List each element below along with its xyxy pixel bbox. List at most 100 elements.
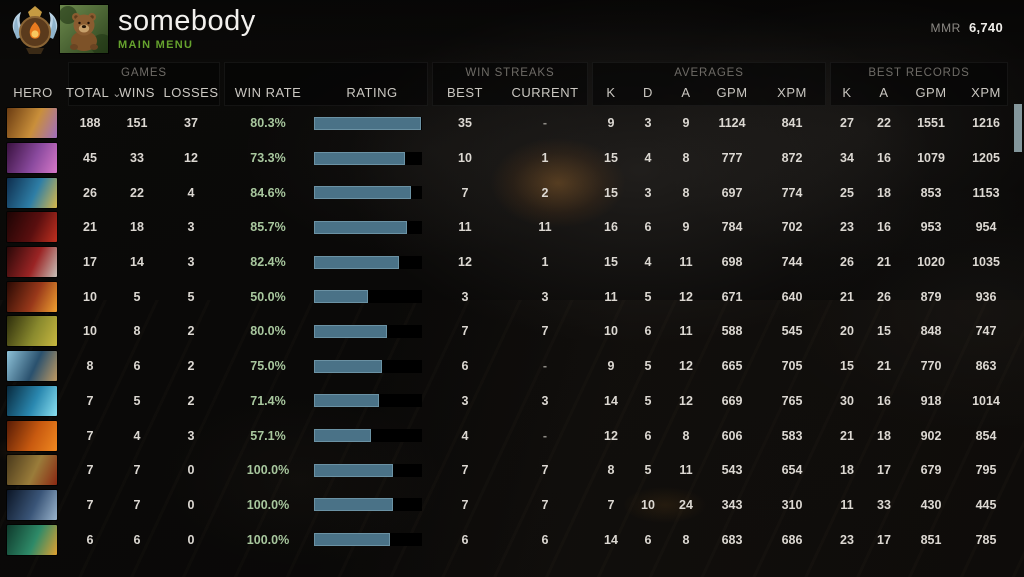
hero-cell (0, 281, 66, 312)
stat-win-rate: 50.0% (250, 289, 286, 304)
stat-best-kills: 34 (840, 151, 854, 166)
column-header-total[interactable]: TOTAL ⌄ (66, 85, 122, 100)
column-header-rating[interactable]: RATING (346, 85, 398, 100)
stat-avg-deaths: 5 (644, 289, 652, 304)
column-header-best-assists[interactable]: A (879, 85, 889, 100)
hero-portrait-icon[interactable] (7, 212, 57, 243)
rating-bar-track (314, 186, 422, 200)
stat-best-xpm: 1216 (972, 116, 1000, 131)
stat-losses: 0 (187, 497, 195, 512)
stat-losses: 37 (184, 116, 198, 131)
hero-row[interactable]: 7 7 0 100.0% 7 7 7 10 24 343 310 11 33 430 445 (0, 488, 1024, 523)
column-header-streak-current[interactable]: CURRENT (511, 85, 579, 100)
hero-row[interactable]: 10 5 5 50.0% 3 3 11 5 12 671 640 21 26 879 936 (0, 279, 1024, 314)
hero-portrait-icon[interactable] (7, 385, 57, 416)
stat-wins: 4 (133, 428, 141, 443)
column-header-streak-best[interactable]: BEST (447, 85, 483, 100)
hero-portrait-icon[interactable] (7, 316, 57, 347)
stat-avg-kills: 9 (607, 116, 615, 131)
hero-portrait-icon[interactable] (7, 420, 57, 451)
stat-wins: 22 (130, 185, 144, 200)
hero-row[interactable]: 6 6 0 100.0% 6 6 14 6 8 683 686 23 17 851 785 (0, 522, 1024, 557)
stat-losses: 0 (187, 463, 195, 478)
hero-cell (0, 385, 66, 416)
stat-total: 45 (83, 151, 97, 166)
stat-avg-deaths: 3 (644, 185, 652, 200)
rating-bar (314, 429, 430, 443)
hero-row[interactable]: 10 8 2 80.0% 7 7 10 6 11 588 545 20 15 848 747 (0, 314, 1024, 349)
hero-row[interactable]: 21 18 3 85.7% 11 11 16 6 9 784 702 23 16 953 954 (0, 210, 1024, 245)
stat-avg-assists: 11 (679, 324, 693, 339)
stat-best-xpm: 445 (975, 497, 997, 512)
hero-portrait-icon[interactable] (7, 489, 57, 520)
stat-streak-current: 2 (541, 185, 549, 200)
hero-row[interactable]: 8 6 2 75.0% 6 - 9 5 12 665 705 15 21 770 863 (0, 349, 1024, 384)
scrollbar-thumb[interactable] (1014, 104, 1022, 152)
rating-bar-fill (314, 186, 412, 200)
hero-portrait-icon[interactable] (7, 281, 57, 312)
hero-row[interactable]: 7 5 2 71.4% 3 3 14 5 12 669 765 30 16 918 1014 (0, 384, 1024, 419)
stat-avg-kills: 15 (604, 255, 618, 270)
column-header-best-gpm[interactable]: GPM (915, 85, 947, 100)
stat-avg-xpm: 545 (781, 324, 803, 339)
rating-bar-fill (314, 429, 372, 443)
hero-portrait-icon[interactable] (7, 351, 57, 382)
hero-portrait-icon[interactable] (7, 455, 57, 486)
hero-row[interactable]: 7 7 0 100.0% 7 7 8 5 11 543 654 18 17 679 795 (0, 453, 1024, 488)
stat-streak-current: 3 (541, 393, 549, 408)
stat-avg-assists: 24 (679, 497, 693, 512)
column-header-best-xpm[interactable]: XPM (971, 85, 1001, 100)
hero-portrait-icon[interactable] (7, 524, 57, 555)
stat-wins: 33 (130, 151, 144, 166)
hero-row[interactable]: 7 4 3 57.1% 4 - 12 6 8 606 583 21 18 902 854 (0, 418, 1024, 453)
stat-win-rate: 100.0% (246, 463, 290, 478)
stat-wins: 5 (133, 393, 141, 408)
column-header-wins[interactable]: WINS (119, 85, 155, 100)
column-header-win-rate[interactable]: WIN RATE (234, 85, 302, 100)
hero-row[interactable]: 26 22 4 84.6% 7 2 15 3 8 697 774 25 18 853 1153 (0, 175, 1024, 210)
rank-medal-icon (8, 3, 62, 57)
averages-group-panel: AVERAGES (592, 62, 826, 106)
hero-portrait-icon[interactable] (7, 108, 57, 139)
hero-portrait-icon[interactable] (7, 177, 57, 208)
column-header-avg-kills[interactable]: K (606, 85, 616, 100)
stat-avg-gpm: 543 (721, 463, 743, 478)
rating-bar-fill (314, 255, 400, 269)
winstreaks-group-panel: WIN STREAKS (432, 62, 588, 106)
hero-row[interactable]: 17 14 3 82.4% 12 1 15 4 11 698 744 26 21 1020 1035 (0, 245, 1024, 280)
column-header-avg-gpm[interactable]: GPM (716, 85, 748, 100)
hero-portrait-icon[interactable] (7, 143, 57, 174)
player-avatar[interactable] (60, 5, 108, 53)
rating-bar (314, 463, 430, 477)
stat-losses: 3 (187, 428, 195, 443)
stat-win-rate: 100.0% (246, 532, 290, 547)
hero-row[interactable]: 45 33 12 73.3% 10 1 15 4 8 777 872 34 16 1079 1205 (0, 141, 1024, 176)
rating-bar-track (314, 116, 422, 130)
hero-portrait-icon[interactable] (7, 247, 57, 278)
stat-avg-kills: 16 (604, 220, 618, 235)
column-header-best-kills[interactable]: K (842, 85, 852, 100)
stat-losses: 5 (187, 289, 195, 304)
stat-streak-current: 1 (541, 151, 549, 166)
stat-avg-kills: 14 (604, 393, 618, 408)
column-header-losses[interactable]: LOSSES (163, 85, 219, 100)
column-header-avg-assists[interactable]: A (681, 85, 691, 100)
column-header-avg-deaths[interactable]: D (643, 85, 653, 100)
stat-avg-deaths: 5 (644, 359, 652, 374)
stat-best-kills: 20 (840, 324, 854, 339)
stat-avg-gpm: 784 (721, 220, 743, 235)
stat-best-assists: 18 (877, 428, 891, 443)
stat-best-xpm: 1205 (972, 151, 1000, 166)
hero-cell (0, 143, 66, 174)
stat-best-gpm: 1551 (917, 116, 945, 131)
bestrecords-group-panel: BEST RECORDS (830, 62, 1008, 106)
stat-best-xpm: 936 (975, 289, 997, 304)
column-header-avg-xpm[interactable]: XPM (777, 85, 807, 100)
rating-bar (314, 290, 430, 304)
column-header-hero[interactable]: HERO (13, 85, 53, 100)
stat-win-rate: 84.6% (250, 185, 286, 200)
stat-streak-best: 3 (461, 393, 469, 408)
hero-row[interactable]: 188 151 37 80.3% 35 - 9 3 9 1124 841 27 22 1551 1216 (0, 106, 1024, 141)
stat-avg-deaths: 10 (641, 497, 655, 512)
stat-avg-deaths: 5 (644, 463, 652, 478)
